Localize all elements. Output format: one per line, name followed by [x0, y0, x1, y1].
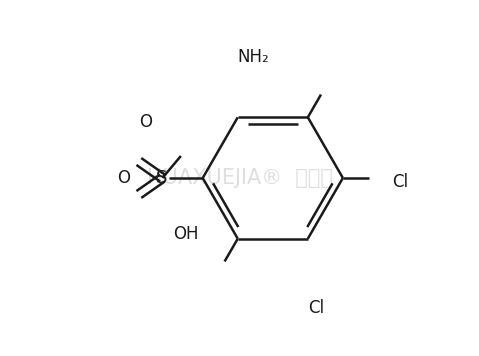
Text: O: O: [117, 169, 130, 187]
Text: Cl: Cl: [308, 299, 325, 317]
Text: Cl: Cl: [392, 173, 408, 190]
Text: NH₂: NH₂: [237, 48, 269, 66]
Text: OH: OH: [173, 225, 198, 243]
Text: S: S: [156, 169, 167, 187]
Text: O: O: [139, 113, 152, 131]
Text: HUAXUEJIA®  化学加: HUAXUEJIA® 化学加: [147, 168, 332, 188]
